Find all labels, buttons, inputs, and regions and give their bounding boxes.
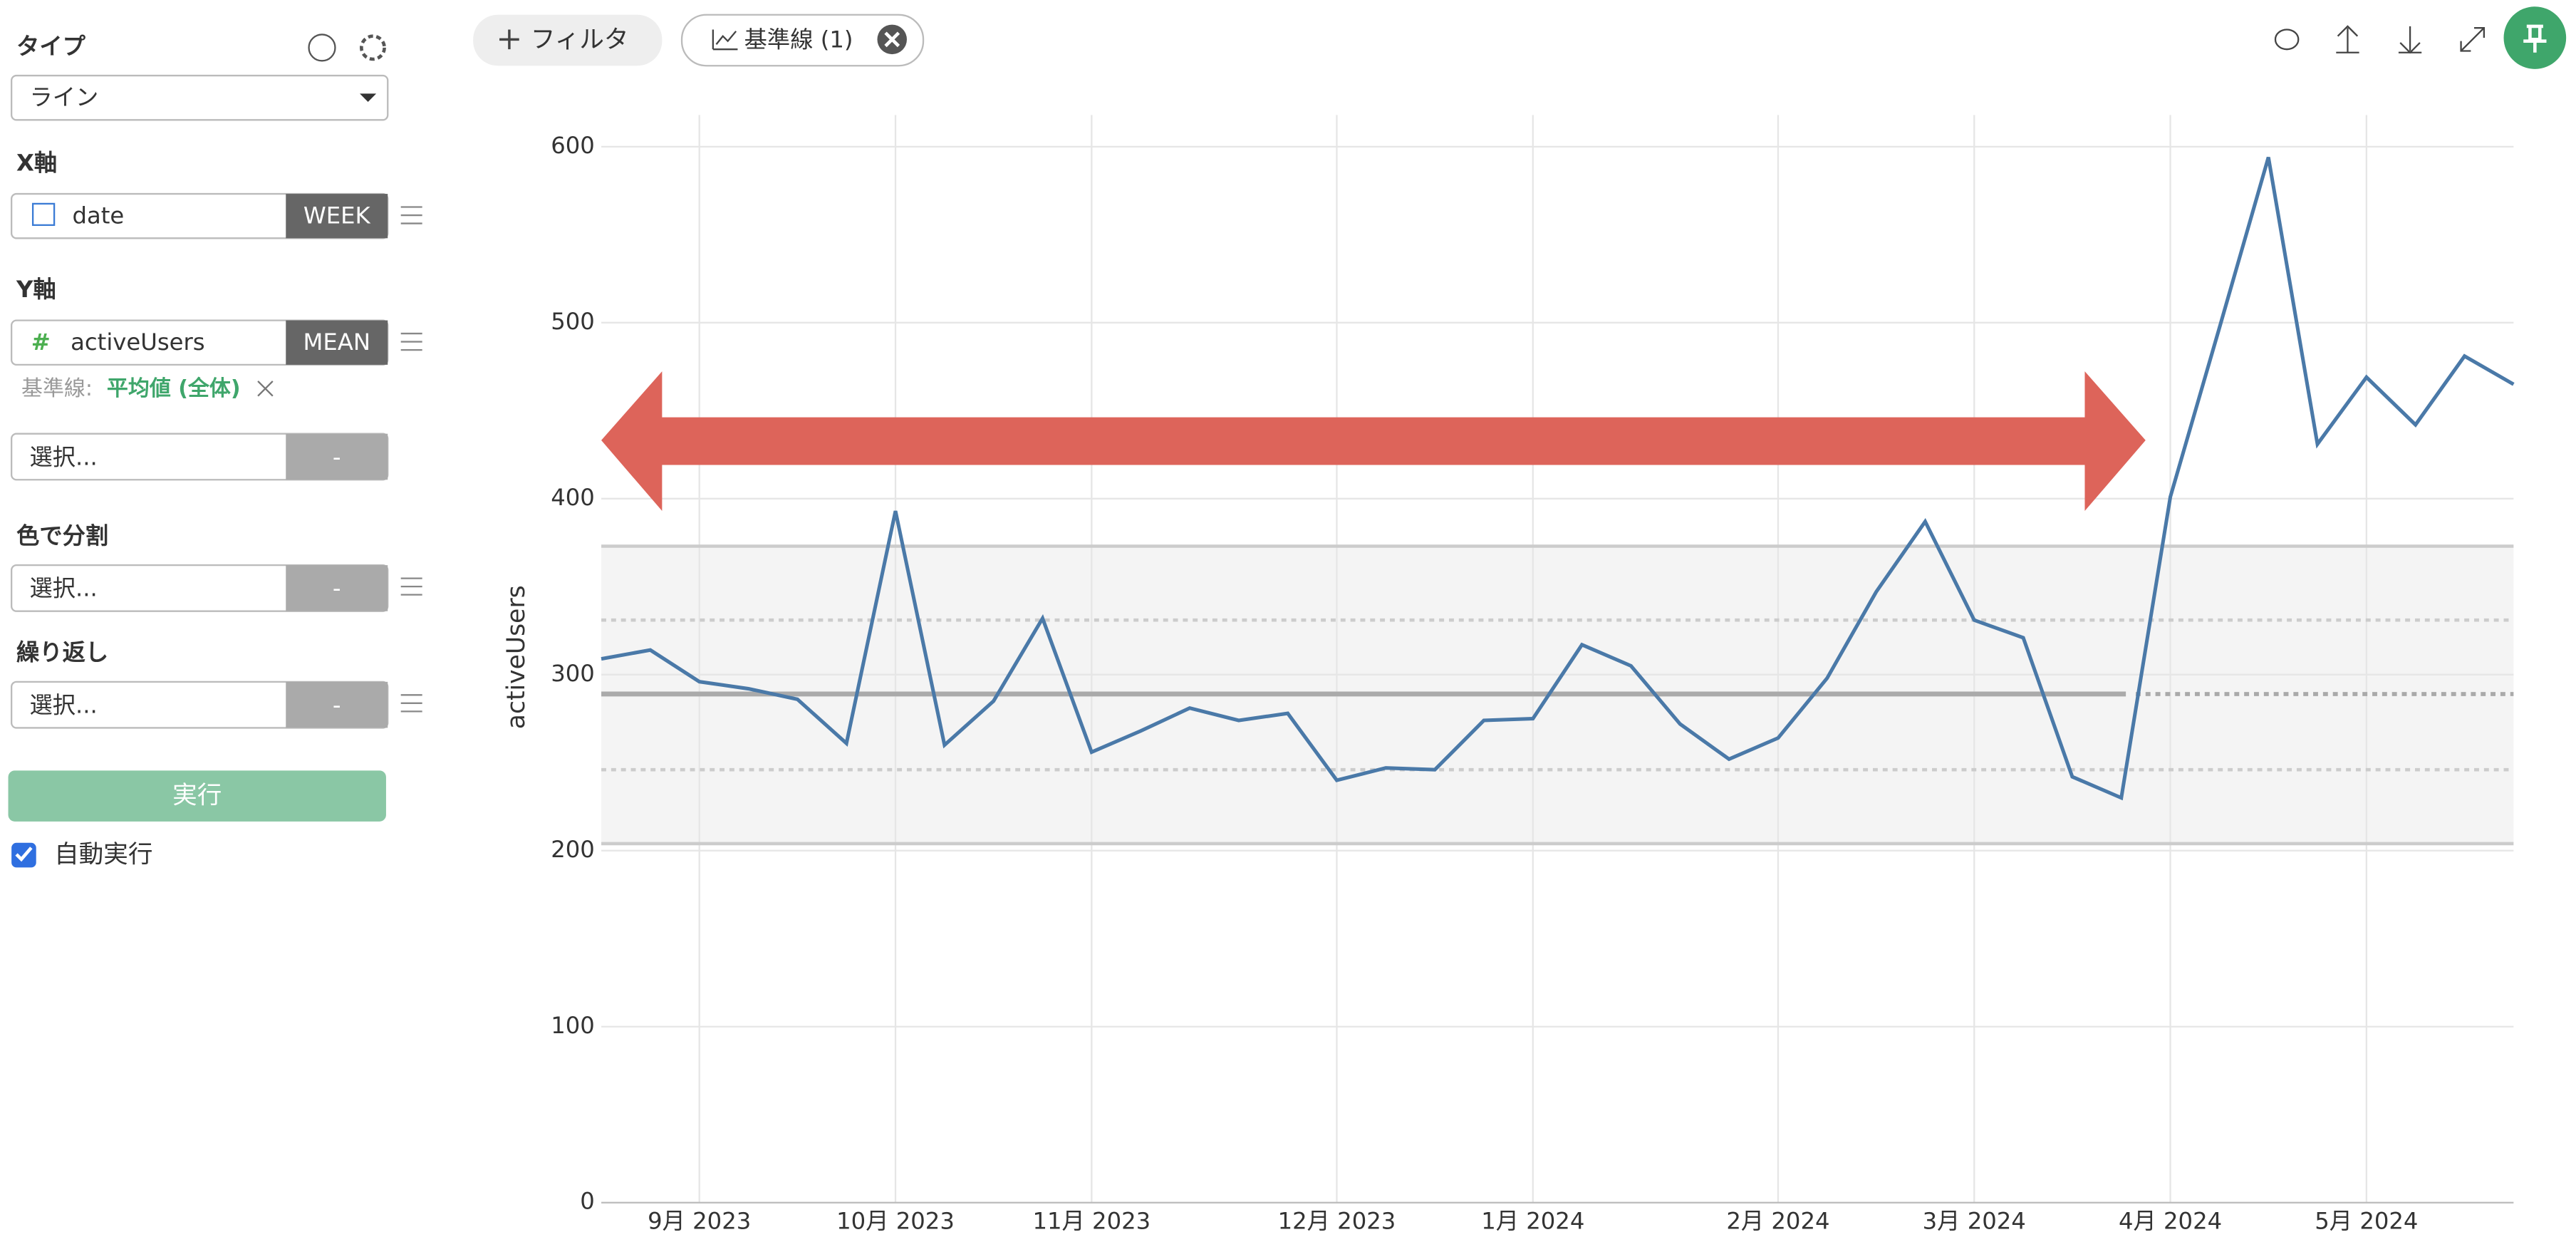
dropdown-arrow	[360, 93, 377, 102]
filter-text: フィルタ	[531, 26, 629, 54]
select-placeholder: 選択...	[30, 575, 98, 602]
chart-icon	[712, 29, 738, 51]
y-tick-label: 500	[551, 308, 595, 335]
download-icon[interactable]	[2398, 26, 2422, 54]
settings-icon[interactable]	[360, 34, 386, 61]
pin-button[interactable]	[2503, 6, 2567, 69]
handle[interactable]	[400, 332, 422, 351]
y-tick-label: 300	[551, 660, 595, 687]
x-tick-label: 11月 2023	[1032, 1207, 1151, 1234]
comment-icon[interactable]	[2274, 29, 2300, 51]
baseline-prefix: 基準線:	[21, 376, 93, 401]
x-tick-label: 2月 2024	[1726, 1207, 1829, 1234]
remove-baseline[interactable]	[257, 381, 274, 397]
select-dash: -	[333, 691, 341, 718]
repeat-label: 繰り返し	[16, 639, 108, 666]
data-line	[601, 156, 2515, 801]
y-field-name: activeUsers	[71, 328, 204, 356]
x-axis-label: X軸	[16, 150, 57, 177]
y-axis-label: Y軸	[16, 276, 56, 303]
chip-close-x	[884, 31, 900, 48]
x-tick-label: 10月 2023	[836, 1207, 955, 1234]
y-tick-label: 400	[551, 484, 595, 511]
y-tick-label: 100	[551, 1012, 595, 1039]
plus-icon	[499, 29, 519, 50]
handle[interactable]	[400, 206, 422, 224]
type-select[interactable]	[10, 74, 389, 121]
y-tick-label: 600	[551, 132, 595, 159]
select-placeholder: 選択...	[30, 691, 98, 718]
calendar-icon	[31, 202, 56, 227]
x-tick-label: 4月 2024	[2119, 1207, 2222, 1234]
x-tick-label: 12月 2023	[1278, 1207, 1396, 1234]
y-axis-title: activeUsers	[502, 585, 531, 729]
select-dash: -	[333, 443, 341, 470]
run-text: 実行	[172, 782, 222, 810]
y-agg-text: MEAN	[303, 328, 370, 356]
number-icon: #	[31, 328, 51, 356]
run-button[interactable]	[8, 770, 386, 822]
select-dash-box[interactable]	[286, 565, 388, 611]
color-split-label: 色で分割	[16, 522, 108, 549]
y-agg[interactable]	[286, 320, 388, 365]
handle[interactable]	[400, 694, 422, 713]
check	[15, 847, 33, 862]
select-dash-box[interactable]	[286, 433, 388, 480]
y-tick-label: 200	[551, 836, 595, 863]
y-tick-label: 0	[580, 1188, 595, 1215]
toolbar: フィルタ 基準線 (1)	[473, 6, 2567, 69]
select-dash: -	[333, 575, 341, 602]
pin-icon	[2523, 24, 2547, 53]
baseline-chip-text: 基準線 (1)	[744, 26, 853, 53]
baseline-chip[interactable]	[680, 14, 925, 67]
x-tick-label: 1月 2024	[1481, 1207, 1584, 1234]
x-tick-label: 3月 2024	[1923, 1207, 2026, 1234]
handle[interactable]	[400, 577, 422, 596]
chart: activeUsers 0 100 200 300 400 500 600 9月 2023 10…	[502, 115, 2515, 1234]
filter-chip[interactable]	[473, 14, 663, 66]
x-tick-label: 9月 2023	[648, 1207, 751, 1234]
x-agg[interactable]	[286, 194, 388, 239]
select-dash-box[interactable]	[286, 681, 388, 728]
annotation-arrow	[601, 371, 2146, 512]
help-icon[interactable]	[308, 33, 336, 62]
type-label: タイプ	[16, 33, 86, 60]
x-agg-text: WEEK	[303, 202, 371, 229]
x-field-name: date	[72, 202, 124, 229]
auto-run-label: 自動実行	[54, 841, 152, 869]
upload-icon[interactable]	[2336, 25, 2359, 53]
x-tick-label: 5月 2024	[2315, 1207, 2418, 1234]
sidebar: タイプ ライン X軸 date WEEK Y軸 # activeUsers ME…	[8, 33, 422, 869]
select-placeholder: 選択...	[30, 443, 98, 470]
expand-icon[interactable]	[2460, 27, 2486, 52]
type-value: ライン	[30, 83, 99, 110]
baseline-value: 平均値 (全体)	[107, 376, 241, 401]
